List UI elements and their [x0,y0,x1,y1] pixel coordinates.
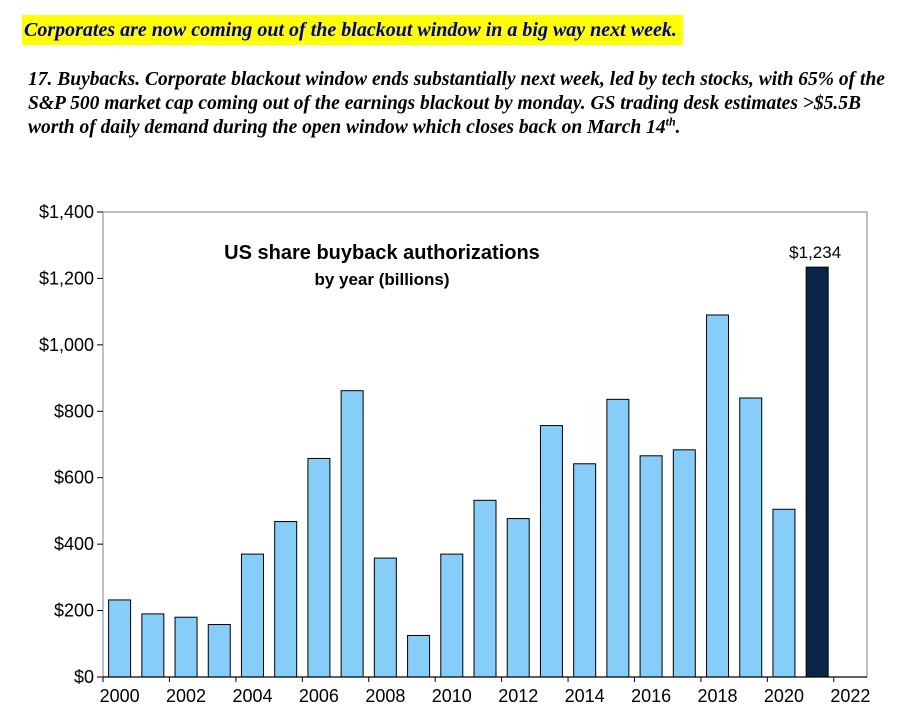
bar-2011 [473,499,497,678]
x-tick-label: 2020 [764,686,804,706]
paragraph-superscript: th [665,114,676,129]
chart-title: US share buyback authorizations [224,242,540,264]
x-tick-label: 2006 [299,686,339,706]
x-tick-label: 2012 [498,686,538,706]
bar-2009 [407,634,431,678]
bar-2012 [506,518,530,678]
paragraph-tail: . [675,117,681,138]
y-tick-label: $1,400 [39,202,94,222]
bar-2000 [108,599,132,678]
bar-2003 [207,624,231,678]
x-axis: 2000 2002 2004 2006 2008 2010 2012 2014 2016 2018… [100,676,870,706]
bar-2013 [539,425,563,678]
y-tick-label: $1,200 [39,268,94,288]
bar-2001 [141,613,165,678]
bar-2006 [307,457,331,678]
y-tick-label: $600 [54,468,94,488]
y-tick-label: $400 [54,534,94,554]
x-tick-label: 2000 [100,686,140,706]
bar-2020 [772,508,796,678]
bar-2018 [706,314,730,678]
headline: Corporates are now coming out of the bla… [22,15,683,45]
paragraph-text: 17. Buybacks. Corporate blackout window … [28,69,885,138]
paragraph: 17. Buybacks. Corporate blackout window … [28,68,888,140]
x-tick-label: 2008 [365,686,405,706]
y-tick-label: $1,000 [39,335,94,355]
buyback-bar-chart: $0 $200 $400 $600 $800 $1,000 $1,200 $1,400 200… [39,202,870,706]
bar-2005 [274,521,298,678]
bar-2016 [639,455,663,678]
bar-2004 [240,553,264,678]
y-tick-label: $800 [54,401,94,421]
x-tick-label: 2010 [432,686,472,706]
y-tick-label: $200 [54,601,94,621]
x-tick-label: 2022 [830,686,870,706]
y-axis: $0 $200 $400 $600 $800 $1,000 $1,200 $1,400 [39,202,103,687]
data-labels: $1,234 [789,243,841,262]
bar-2014 [573,463,597,678]
x-tick-label: 2016 [631,686,671,706]
bar-2015 [606,398,630,678]
bar-2008 [373,557,397,678]
bar-2021 [805,266,829,678]
y-tick-label: $0 [74,667,94,687]
data-label-2021: $1,234 [789,243,841,262]
bars [108,266,829,678]
x-tick-label: 2004 [232,686,272,706]
bar-2007 [340,390,364,678]
x-tick-label: 2018 [697,686,737,706]
chart-subtitle: by year (billions) [314,270,449,289]
bar-2010 [440,553,464,678]
bar-2019 [739,397,763,678]
x-tick-label: 2014 [565,686,605,706]
bar-2002 [174,616,198,678]
x-tick-label: 2002 [166,686,206,706]
bar-2017 [672,449,696,678]
